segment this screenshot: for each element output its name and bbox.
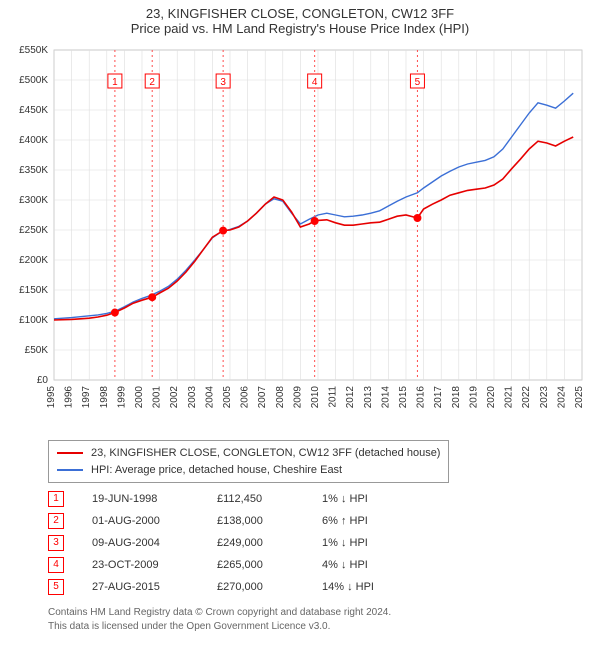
svg-text:2008: 2008 bbox=[275, 386, 286, 409]
svg-text:1997: 1997 bbox=[81, 386, 92, 409]
svg-text:5: 5 bbox=[415, 77, 421, 88]
title-line-2: Price paid vs. HM Land Registry's House … bbox=[0, 21, 600, 36]
sale-price: £138,000 bbox=[217, 515, 322, 527]
svg-text:2005: 2005 bbox=[222, 386, 233, 409]
sale-date: 09-AUG-2004 bbox=[92, 537, 217, 549]
sale-date: 19-JUN-1998 bbox=[92, 493, 217, 505]
sale-diff: 1% ↓ HPI bbox=[322, 537, 422, 549]
svg-text:1: 1 bbox=[112, 77, 118, 88]
svg-text:2: 2 bbox=[149, 77, 155, 88]
sale-diff: 4% ↓ HPI bbox=[322, 559, 422, 571]
svg-text:2004: 2004 bbox=[204, 386, 215, 409]
svg-text:2012: 2012 bbox=[345, 386, 356, 409]
svg-text:2011: 2011 bbox=[328, 386, 339, 408]
svg-text:2003: 2003 bbox=[187, 386, 198, 409]
svg-text:£200K: £200K bbox=[19, 255, 48, 266]
svg-text:2009: 2009 bbox=[292, 386, 303, 409]
footer-line-2: This data is licensed under the Open Gov… bbox=[48, 620, 391, 634]
svg-text:2018: 2018 bbox=[451, 386, 462, 409]
svg-text:2007: 2007 bbox=[257, 386, 268, 409]
sale-number-box: 5 bbox=[48, 579, 64, 595]
sale-row: 1 19-JUN-1998£112,4501% ↓ HPI bbox=[48, 488, 422, 510]
footer-line-1: Contains HM Land Registry data © Crown c… bbox=[48, 606, 391, 620]
svg-text:2000: 2000 bbox=[134, 386, 145, 409]
svg-text:£50K: £50K bbox=[25, 345, 49, 356]
svg-text:2021: 2021 bbox=[504, 386, 515, 409]
sale-number-box: 1 bbox=[48, 491, 64, 507]
svg-text:1996: 1996 bbox=[64, 386, 75, 409]
svg-text:2017: 2017 bbox=[433, 386, 444, 409]
legend-swatch-property bbox=[57, 452, 83, 454]
svg-text:2023: 2023 bbox=[539, 386, 550, 409]
svg-text:£250K: £250K bbox=[19, 225, 48, 236]
svg-text:3: 3 bbox=[220, 77, 226, 88]
legend: 23, KINGFISHER CLOSE, CONGLETON, CW12 3F… bbox=[48, 440, 449, 483]
svg-text:2010: 2010 bbox=[310, 386, 321, 409]
svg-text:2014: 2014 bbox=[380, 386, 391, 409]
sale-row: 4 23-OCT-2009£265,0004% ↓ HPI bbox=[48, 554, 422, 576]
svg-text:£550K: £550K bbox=[19, 45, 48, 56]
sale-diff: 1% ↓ HPI bbox=[322, 493, 422, 505]
svg-text:1999: 1999 bbox=[116, 386, 127, 409]
svg-text:£300K: £300K bbox=[19, 195, 48, 206]
legend-swatch-hpi bbox=[57, 469, 83, 471]
svg-text:£400K: £400K bbox=[19, 135, 48, 146]
sale-date: 27-AUG-2015 bbox=[92, 581, 217, 593]
sale-diff: 14% ↓ HPI bbox=[322, 581, 422, 593]
svg-text:2006: 2006 bbox=[240, 386, 251, 409]
sale-number-box: 2 bbox=[48, 513, 64, 529]
legend-row-hpi: HPI: Average price, detached house, Ches… bbox=[57, 462, 440, 479]
svg-text:2016: 2016 bbox=[416, 386, 427, 409]
svg-text:2020: 2020 bbox=[486, 386, 497, 409]
title-line-1: 23, KINGFISHER CLOSE, CONGLETON, CW12 3F… bbox=[0, 6, 600, 21]
svg-text:2025: 2025 bbox=[574, 386, 585, 409]
sale-price: £270,000 bbox=[217, 581, 322, 593]
sale-date: 01-AUG-2000 bbox=[92, 515, 217, 527]
sale-number-box: 3 bbox=[48, 535, 64, 551]
svg-text:2019: 2019 bbox=[468, 386, 479, 409]
svg-text:£350K: £350K bbox=[19, 165, 48, 176]
svg-text:£450K: £450K bbox=[19, 105, 48, 116]
sale-row: 5 27-AUG-2015£270,00014% ↓ HPI bbox=[48, 576, 422, 598]
sale-price: £265,000 bbox=[217, 559, 322, 571]
svg-text:2022: 2022 bbox=[521, 386, 532, 409]
svg-text:4: 4 bbox=[312, 77, 318, 88]
svg-text:2015: 2015 bbox=[398, 386, 409, 409]
svg-text:1998: 1998 bbox=[99, 386, 110, 409]
svg-text:2001: 2001 bbox=[152, 386, 163, 409]
svg-text:£100K: £100K bbox=[19, 315, 48, 326]
svg-text:1995: 1995 bbox=[46, 386, 57, 409]
legend-label-property: 23, KINGFISHER CLOSE, CONGLETON, CW12 3F… bbox=[91, 445, 440, 462]
sale-row: 3 09-AUG-2004£249,0001% ↓ HPI bbox=[48, 532, 422, 554]
legend-row-property: 23, KINGFISHER CLOSE, CONGLETON, CW12 3F… bbox=[57, 445, 440, 462]
chart: £0 £50K £100K £150K £200K £250K £300K £350K £400… bbox=[0, 42, 600, 440]
svg-text:2013: 2013 bbox=[363, 386, 374, 409]
sales-table: 119-JUN-1998£112,4501% ↓ HPI201-AUG-2000… bbox=[48, 488, 422, 598]
svg-text:£150K: £150K bbox=[19, 285, 48, 296]
sale-row: 2 01-AUG-2000£138,0006% ↑ HPI bbox=[48, 510, 422, 532]
sale-price: £249,000 bbox=[217, 537, 322, 549]
sale-diff: 6% ↑ HPI bbox=[322, 515, 422, 527]
footer: Contains HM Land Registry data © Crown c… bbox=[48, 606, 391, 633]
legend-label-hpi: HPI: Average price, detached house, Ches… bbox=[91, 462, 342, 479]
svg-text:2024: 2024 bbox=[556, 386, 567, 409]
svg-text:2002: 2002 bbox=[169, 386, 180, 409]
svg-text:£0: £0 bbox=[37, 375, 49, 386]
sale-price: £112,450 bbox=[217, 493, 322, 505]
sale-number-box: 4 bbox=[48, 557, 64, 573]
svg-text:£500K: £500K bbox=[19, 75, 48, 86]
sale-date: 23-OCT-2009 bbox=[92, 559, 217, 571]
